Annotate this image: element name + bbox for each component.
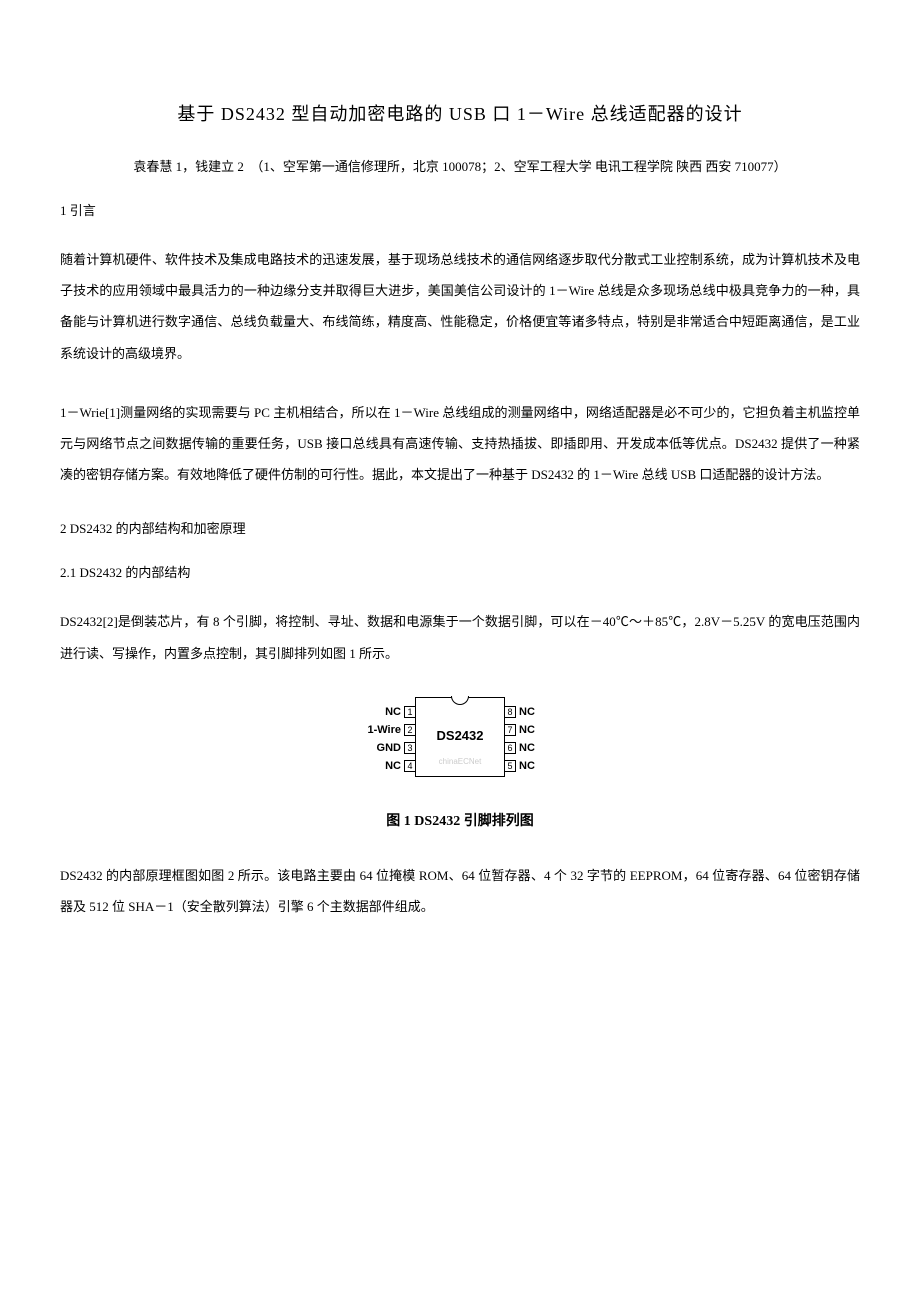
pin-8: 8 NC [504, 706, 535, 718]
pin-7: 7 NC [504, 724, 535, 736]
pin-8-label: NC [519, 706, 535, 718]
figure-1-caption: 图 1 DS2432 引脚排列图 [60, 810, 860, 830]
pin-3: GND 3 [377, 742, 416, 754]
pin-6-label: NC [519, 742, 535, 754]
pin-2-num: 2 [404, 724, 416, 736]
pin-5: 5 NC [504, 760, 535, 772]
pin-5-num: 5 [504, 760, 516, 772]
section-2-1-heading: 2.1 DS2432 的内部结构 [60, 562, 860, 581]
section-1-para-1: 随着计算机硬件、软件技术及集成电路技术的迅速发展，基于现场总线技术的通信网络逐步… [60, 244, 860, 369]
chip-name-label: DS2432 [437, 728, 484, 743]
pin-4: NC 4 [385, 760, 416, 772]
pin-5-label: NC [519, 760, 535, 772]
chip-body: DS2432 chinaECNet NC 1 1-Wire 2 GND 3 NC… [415, 697, 505, 777]
chip-notch [451, 696, 469, 705]
pin-2: 1-Wire 2 [367, 724, 416, 736]
pin-6: 6 NC [504, 742, 535, 754]
pin-8-num: 8 [504, 706, 516, 718]
pin-3-label: GND [377, 742, 401, 754]
section-2-1-para-2: DS2432 的内部原理框图如图 2 所示。该电路主要由 64 位掩模 ROM、… [60, 860, 860, 922]
figure-1: DS2432 chinaECNet NC 1 1-Wire 2 GND 3 NC… [60, 697, 860, 830]
watermark: chinaECNet [439, 757, 482, 766]
authors-line: 袁春慧 1，钱建立 2 （1、空军第一通信修理所，北京 100078；2、空军工… [60, 156, 860, 175]
section-1-para-2: 1－Wrie[1]测量网络的实现需要与 PC 主机相结合，所以在 1－Wire … [60, 397, 860, 491]
section-1-heading: 1 引言 [60, 200, 860, 219]
pin-6-num: 6 [504, 742, 516, 754]
paper-title: 基于 DS2432 型自动加密电路的 USB 口 1－Wire 总线适配器的设计 [60, 100, 860, 126]
pin-1-label: NC [385, 706, 401, 718]
pin-7-label: NC [519, 724, 535, 736]
pin-7-num: 7 [504, 724, 516, 736]
pin-3-num: 3 [404, 742, 416, 754]
pin-1-num: 1 [404, 706, 416, 718]
pin-4-label: NC [385, 760, 401, 772]
section-2-1-para-1: DS2432[2]是倒装芯片，有 8 个引脚，将控制、寻址、数据和电源集于一个数… [60, 606, 860, 668]
pin-4-num: 4 [404, 760, 416, 772]
pin-2-label: 1-Wire [367, 724, 401, 736]
chip-diagram: DS2432 chinaECNet NC 1 1-Wire 2 GND 3 NC… [415, 697, 505, 782]
section-2-heading: 2 DS2432 的内部结构和加密原理 [60, 518, 860, 537]
pin-1: NC 1 [385, 706, 416, 718]
